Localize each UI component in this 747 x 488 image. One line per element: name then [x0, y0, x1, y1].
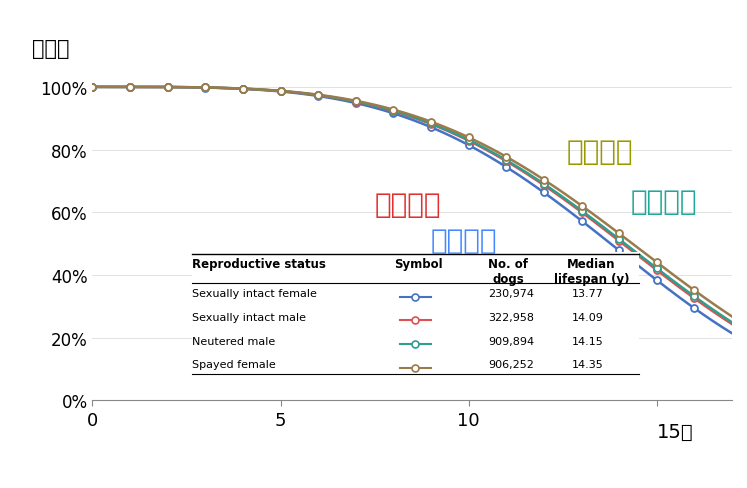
Text: 15歳: 15歳 — [657, 422, 693, 441]
Text: オス＋未: オス＋未 — [374, 191, 441, 219]
Text: Median
lifespan (y): Median lifespan (y) — [554, 258, 629, 285]
Text: 909,894: 909,894 — [489, 336, 534, 346]
Text: No. of
dogs: No. of dogs — [488, 258, 528, 285]
Text: Neutered male: Neutered male — [191, 336, 275, 346]
Bar — [191, 253, 639, 379]
Text: Symbol: Symbol — [394, 258, 443, 270]
Text: 14.09: 14.09 — [572, 312, 604, 323]
Text: 14.15: 14.15 — [572, 336, 604, 346]
Text: 906,252: 906,252 — [489, 360, 534, 369]
Text: Spayed female: Spayed female — [191, 360, 276, 369]
Text: Sexually intact male: Sexually intact male — [191, 312, 306, 323]
Text: メス＋済: メス＋済 — [566, 138, 633, 166]
Text: Reproductive status: Reproductive status — [191, 258, 326, 270]
Text: 230,974: 230,974 — [489, 289, 534, 299]
Text: 322,958: 322,958 — [489, 312, 534, 323]
Text: 13.77: 13.77 — [572, 289, 604, 299]
Text: 生存率: 生存率 — [31, 39, 69, 59]
Text: Sexually intact female: Sexually intact female — [191, 289, 317, 299]
Text: メス＋未: メス＋未 — [431, 227, 498, 255]
Text: オス＋済: オス＋済 — [630, 188, 697, 216]
Text: 14.35: 14.35 — [572, 360, 604, 369]
